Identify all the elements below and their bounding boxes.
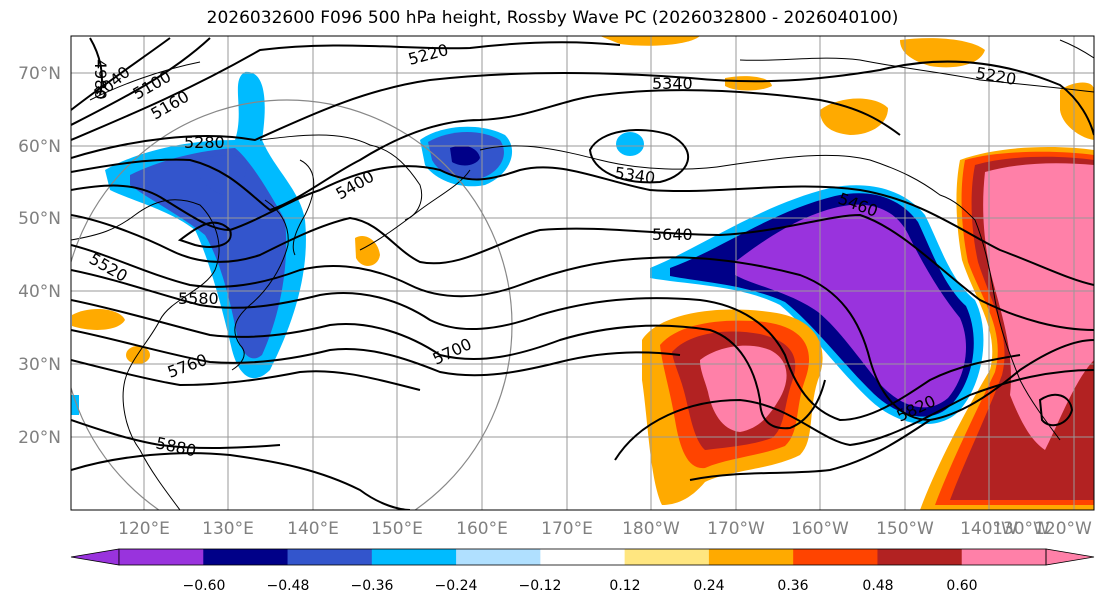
lon-label: 170°W [707, 519, 765, 539]
range-circle [71, 99, 513, 510]
colorbar-tick: 0.36 [777, 578, 808, 594]
colorbar-tick: 0.12 [609, 578, 640, 594]
colorbar-swatch [961, 549, 1047, 565]
colorbar-swatch [793, 549, 878, 565]
colorbar-frame [118, 548, 1047, 566]
lat-label: 50°N [18, 209, 61, 229]
colorbar-swatch [624, 549, 710, 565]
anomaly-shading [71, 36, 1094, 510]
lon-label: 180°W [622, 519, 680, 539]
lat-label: 20°N [18, 428, 61, 448]
colorbar-tick: 0.24 [693, 578, 724, 594]
lon-label: 120°W [1034, 519, 1092, 539]
contour-label: 5340 [652, 74, 693, 93]
coastlines [71, 39, 1094, 510]
colorbar-swatch [287, 549, 373, 565]
lon-label: 140°E [287, 519, 339, 539]
colorbar-tick: −0.24 [435, 578, 478, 594]
longitude-axis: 120°E 130°E 140°E 150°E 160°E 170°E 180°… [118, 519, 1092, 539]
lat-label: 40°N [18, 282, 61, 302]
lon-label: 160°E [456, 519, 508, 539]
colorbar-tick: −0.48 [267, 578, 310, 594]
colorbar-swatch [877, 549, 963, 565]
height-contours [71, 37, 1094, 510]
lon-label: 170°E [541, 519, 593, 539]
colorbar-swatch [540, 549, 626, 565]
latitude-axis: 70°N 60°N 50°N 40°N 30°N 20°N [18, 64, 61, 448]
lon-label: 130°W [992, 519, 1050, 539]
lon-label: 130°E [202, 519, 254, 539]
colorbar-swatch [456, 549, 541, 565]
lat-label: 60°N [18, 137, 61, 157]
map-title: 2026032600 F096 500 hPa height, Rossby W… [206, 8, 899, 28]
lat-label: 70°N [18, 64, 61, 84]
colorbar-extend-low [70, 548, 120, 566]
colorbar-swatch [371, 549, 457, 565]
contour-label: 5280 [184, 133, 225, 152]
colorbar-tick: 0.48 [862, 578, 893, 594]
lon-label: 160°W [791, 519, 849, 539]
colorbar-swatch [708, 549, 794, 565]
lon-label: 140°W [960, 519, 1018, 539]
colorbar-tick: −0.12 [519, 578, 562, 594]
lon-label: 150°E [371, 519, 423, 539]
colorbar: −0.60 −0.48 −0.36 −0.24 −0.12 0.12 0.24 … [70, 548, 1095, 594]
lon-label: 150°W [876, 519, 934, 539]
colorbar-tick: 0.60 [946, 578, 977, 594]
colorbar-swatch [203, 549, 289, 565]
contour-label: 4980 [91, 59, 110, 100]
colorbar-swatch [119, 549, 204, 565]
contour-label: 5640 [652, 225, 693, 244]
contour-label: 5580 [178, 289, 219, 308]
lon-label: 120°E [118, 519, 170, 539]
colorbar-tick: −0.60 [183, 578, 226, 594]
colorbar-extend-high [1045, 548, 1095, 566]
map-frame [70, 35, 1095, 511]
lat-label: 30°N [18, 355, 61, 375]
map-plot-area: 4980 5040 5100 5160 5220 5220 5280 5340 … [71, 36, 1094, 510]
colorbar-tick: −0.36 [351, 578, 394, 594]
